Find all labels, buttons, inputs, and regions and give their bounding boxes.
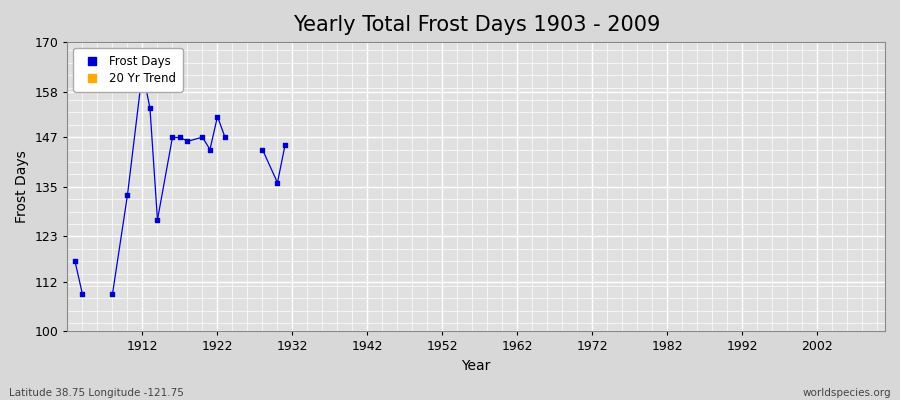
Point [211,113,225,120]
X-axis label: Year: Year [462,359,490,373]
Point [105,291,120,298]
Text: worldspecies.org: worldspecies.org [803,388,891,398]
Point [143,105,157,112]
Point [121,192,135,198]
Point [218,134,232,140]
Title: Yearly Total Frost Days 1903 - 2009: Yearly Total Frost Days 1903 - 2009 [292,15,660,35]
Point [270,180,284,186]
Point [202,146,217,153]
Y-axis label: Frost Days: Frost Days [15,150,29,223]
Point [195,134,210,140]
Point [76,291,90,298]
Point [180,138,194,144]
Text: Latitude 38.75 Longitude -121.75: Latitude 38.75 Longitude -121.75 [9,388,184,398]
Point [256,146,270,153]
Point [173,134,187,140]
Point [135,68,149,74]
Point [166,134,180,140]
Legend: Frost Days, 20 Yr Trend: Frost Days, 20 Yr Trend [74,48,183,92]
Point [68,258,82,264]
Point [278,142,293,149]
Point [150,217,165,223]
